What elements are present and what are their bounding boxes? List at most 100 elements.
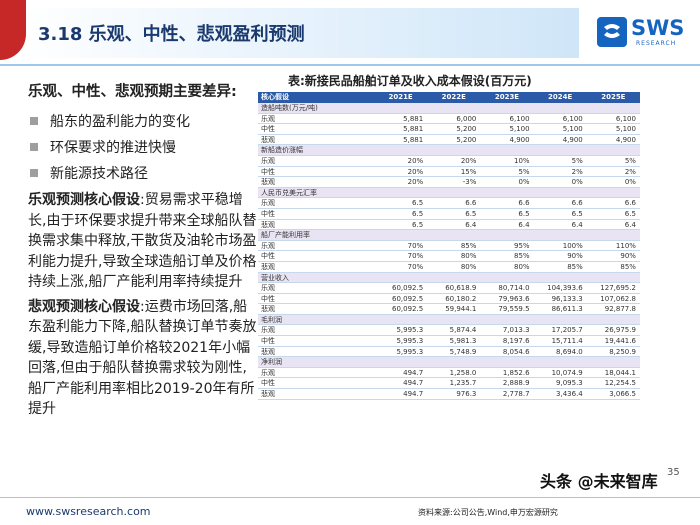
- pessimistic-label: 悲观预测核心假设: [28, 298, 140, 315]
- table-cell: [427, 315, 480, 325]
- table-row: 悲观 494.7 976.3 2,778.7 3,436.4 3,066.5: [258, 389, 640, 400]
- row-label: 悲观: [261, 220, 275, 229]
- table-cell: 59,944.1: [445, 305, 477, 314]
- forecast-table: 核心假设 2021E 2022E 2023E 2024E 2025E 造船吨数(万元/吨) 乐…: [258, 92, 640, 400]
- row-label: 乐观: [261, 199, 275, 208]
- table-row: 悲观 5,995.3 5,748.9 8,054.6 8,694.0 8,250.9: [258, 347, 640, 358]
- optimistic-assumption: 乐观预测核心假设:贸易需求平稳增长,由于环保要求提升带来全球船队替换需求集中释放…: [28, 190, 258, 293]
- row-label: 中性: [261, 125, 275, 134]
- table-cell: 80%: [514, 262, 530, 271]
- row-label: 船厂产能利用率: [261, 231, 310, 240]
- table-cell: [427, 145, 480, 155]
- row-label: 悲观: [261, 347, 275, 356]
- row-label: 乐观: [261, 368, 275, 377]
- bullet-text: 环保要求的推进快慢: [50, 140, 176, 156]
- table-cell: [587, 357, 640, 367]
- table-cell: 6.4: [571, 220, 583, 229]
- row-label: 中性: [261, 167, 275, 176]
- table-cell: 60,092.5: [392, 284, 424, 293]
- row-label: 营业收入: [261, 273, 289, 282]
- table-cell: 6.4: [518, 220, 530, 229]
- table-cell: [534, 315, 587, 325]
- table-cell: 79,963.6: [498, 294, 530, 303]
- table-cell: 4,900: [562, 135, 583, 144]
- table-cell: 6.6: [624, 199, 636, 208]
- table-cell: 5,100: [615, 125, 636, 134]
- table-cell: [374, 103, 427, 113]
- table-cell: [480, 357, 533, 367]
- table-row: 中性 5,881 5,200 5,100 5,100 5,100: [258, 124, 640, 135]
- pessimistic-assumption: 悲观预测核心假设:运费市场回落,船东盈利能力下降,船队替换订单节奏放缓,导致造船…: [28, 297, 258, 420]
- table-cell: [427, 188, 480, 198]
- table-cell: 90%: [620, 252, 636, 261]
- table-cell: 1,235.7: [449, 379, 477, 388]
- table-cell: 0%: [571, 178, 583, 187]
- table-cell: 8,250.9: [609, 347, 636, 356]
- table-cell: 494.7: [403, 379, 424, 388]
- table-row: 中性 60,092.5 60,180.2 79,963.6 96,133.3 107,06…: [258, 294, 640, 305]
- table-cell: [480, 145, 533, 155]
- table-cell: 92,877.8: [604, 305, 636, 314]
- table-row: 乐观 6.5 6.6 6.6 6.6 6.6: [258, 198, 640, 209]
- table-cell: 6.5: [624, 209, 636, 218]
- row-label: 悲观: [261, 390, 275, 399]
- table-cell: 70%: [407, 252, 424, 261]
- table-cell: [534, 273, 587, 283]
- table-cell: [427, 273, 480, 283]
- table-header-cell: 2025E: [601, 93, 626, 101]
- table-cell: [534, 188, 587, 198]
- table-header-cell: 2021E: [388, 93, 413, 101]
- table-row: 悲观 70% 80% 80% 85% 85%: [258, 262, 640, 273]
- table-cell: [480, 188, 533, 198]
- page-number: 35: [667, 467, 680, 478]
- table-cell: 6.4: [624, 220, 636, 229]
- table-cell: 9,095.3: [556, 379, 583, 388]
- table-cell: 12,254.5: [604, 379, 636, 388]
- table-cell: [427, 230, 480, 240]
- table-cell: 5%: [624, 156, 636, 165]
- table-cell: 80,714.0: [498, 284, 530, 293]
- table-row: 乐观 70% 85% 95% 100% 110%: [258, 241, 640, 252]
- table-cell: 15%: [460, 167, 477, 176]
- table-cell: 4,900: [509, 135, 530, 144]
- table-section-row: 净利润: [258, 357, 640, 368]
- page-title: 3.18 乐观、中性、悲观盈利预测: [38, 24, 305, 45]
- table-cell: 2,888.9: [502, 379, 530, 388]
- table-row: 乐观 5,995.3 5,874.4 7,013.3 17,205.7 26,975.9: [258, 325, 640, 337]
- table-header-cell: 2022E: [441, 93, 466, 101]
- footer-url[interactable]: www.swsresearch.com: [26, 505, 151, 518]
- table-section-row: 造船吨数(万元/吨): [258, 103, 640, 114]
- table-cell: 5,200: [456, 135, 477, 144]
- table-cell: 86,611.3: [551, 305, 583, 314]
- table-cell: [534, 145, 587, 155]
- table-header-cell: 核心假设: [261, 93, 289, 101]
- bullet-text: 船东的盈利能力的变化: [50, 114, 190, 130]
- table-cell: 6,100: [615, 114, 636, 123]
- header-divider: [0, 64, 700, 66]
- table-cell: 1,258.0: [449, 368, 477, 377]
- list-item: 环保要求的推进快慢: [28, 134, 258, 160]
- table-row: 中性 6.5 6.5 6.5 6.5 6.5: [258, 209, 640, 220]
- table-cell: 6.5: [412, 199, 424, 208]
- row-label: 新船造价涨幅: [261, 146, 303, 155]
- table-cell: 3,436.4: [556, 390, 583, 399]
- table-section-row: 毛利润: [258, 314, 640, 326]
- table-cell: 6.5: [518, 209, 530, 218]
- table-header-row: 核心假设 2021E 2022E 2023E 2024E 2025E: [258, 92, 640, 103]
- table-cell: 6.5: [412, 209, 424, 218]
- table-section-row: 人民币兑美元汇率: [258, 187, 640, 199]
- table-cell: 15,711.4: [551, 337, 583, 346]
- table-cell: 6.6: [518, 199, 530, 208]
- table-cell: 20%: [460, 156, 477, 165]
- logo-subtext: RESEARCH: [636, 40, 677, 47]
- table-row: 乐观 60,092.5 60,618.9 80,714.0 104,393.6 127,6…: [258, 283, 640, 294]
- table-cell: 79,559.5: [498, 305, 530, 314]
- table-cell: 5,881: [403, 125, 424, 134]
- table-cell: [534, 357, 587, 367]
- list-item: 船东的盈利能力的变化: [28, 108, 258, 134]
- table-row: 中性 20% 15% 5% 2% 2%: [258, 167, 640, 178]
- table-cell: [480, 273, 533, 283]
- table-row: 乐观 5,881 6,000 6,100 6,100 6,100: [258, 114, 640, 125]
- table-cell: 5,995.3: [396, 337, 424, 346]
- table-cell: 5,748.9: [449, 347, 477, 356]
